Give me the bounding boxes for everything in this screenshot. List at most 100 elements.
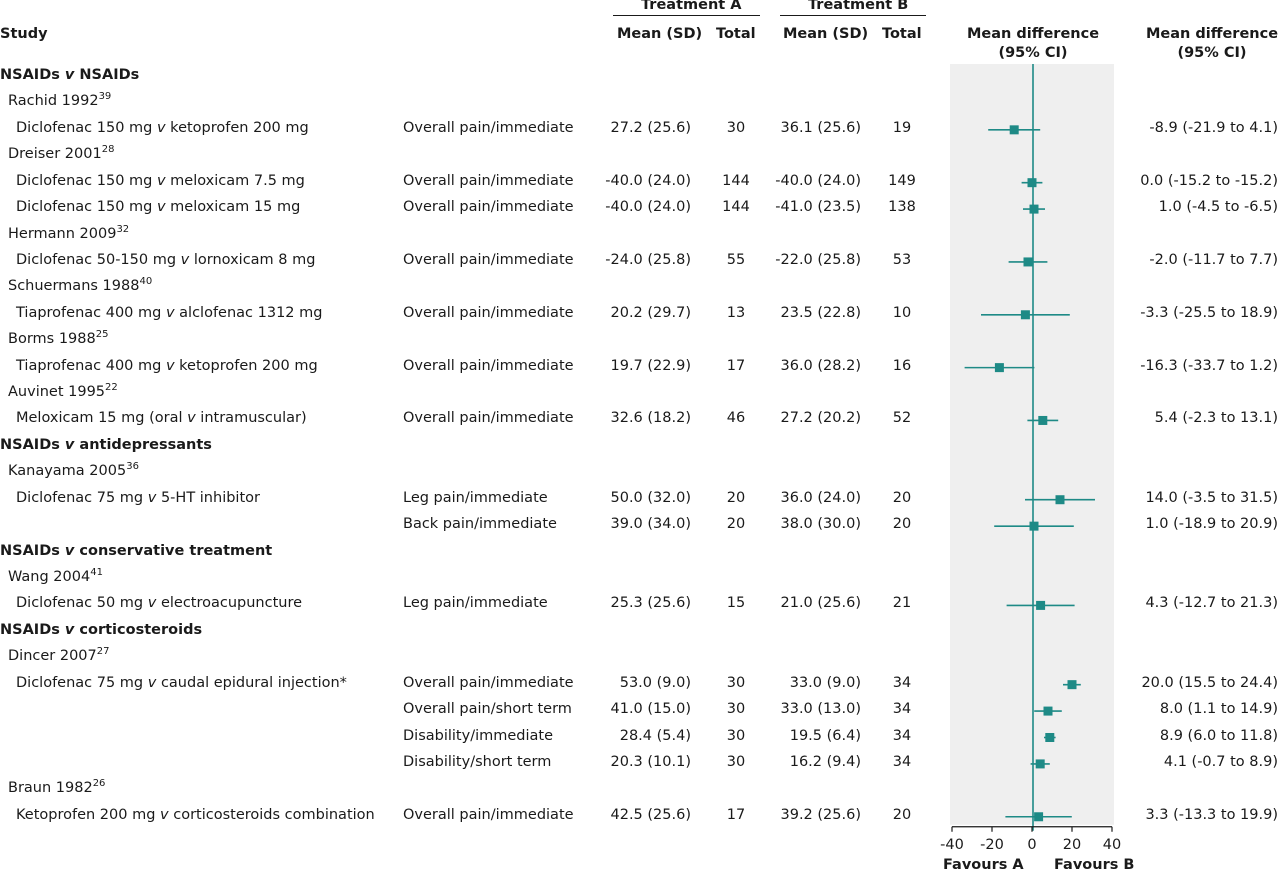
treatment-b-mean: 39.2 (25.6) [780, 806, 862, 823]
comparison-label: Tiaprofenac 400 mg v alclofenac 1312 mg [16, 304, 323, 321]
study-name: Kanayama 200536 [8, 461, 139, 480]
treatment-a-total: 17 [726, 357, 746, 374]
mean-difference-ci: 8.9 (6.0 to 11.8) [1159, 727, 1278, 744]
treatment-a-total: 13 [726, 304, 746, 321]
point-estimate [1038, 415, 1048, 425]
mean-difference-ci: 0.0 (-15.2 to -15.2) [1140, 172, 1278, 189]
treatment-b-total: 34 [892, 727, 912, 744]
comparison-label: Diclofenac 75 mg v 5-HT inhibitor [16, 489, 260, 506]
study-name: Braun 198226 [8, 778, 106, 797]
treatment-b-total: 53 [892, 251, 912, 268]
treatment-a-total: 17 [726, 806, 746, 823]
treatment-b-total-header: Total [882, 26, 922, 42]
study-name: Rachid 199239 [8, 91, 112, 110]
treatment-b-mean: 33.0 (13.0) [780, 701, 862, 718]
point-estimate [1067, 680, 1077, 690]
treatment-b-total: 149 [888, 172, 916, 189]
outcome-label: Overall pain/immediate [403, 410, 574, 427]
treatment-b-mean: 33.0 (9.0) [789, 674, 861, 691]
treatment-a-total: 55 [726, 251, 746, 268]
comparison-label: Diclofenac 150 mg v meloxicam 15 mg [16, 199, 301, 216]
comparison-label: Diclofenac 75 mg v caudal epidural injec… [16, 674, 347, 691]
treatment-a-mean: 50.0 (32.0) [610, 489, 692, 506]
treatment-b-mean: -40.0 (24.0) [775, 172, 861, 189]
x-tick-label: 20 [1063, 837, 1081, 853]
treatment-a-underline [613, 15, 760, 16]
comparison-label: Tiaprofenac 400 mg v ketoprofen 200 mg [16, 357, 318, 374]
treatment-a-mean: 42.5 (25.6) [610, 806, 692, 823]
treatment-b-total: 10 [892, 304, 912, 321]
mean-difference-ci: 1.0 (-4.5 to -6.5) [1158, 199, 1278, 216]
point-estimate [1023, 257, 1033, 267]
mean-difference-ci: 4.3 (-12.7 to 21.3) [1145, 595, 1278, 612]
treatment-a-mean: 25.3 (25.6) [610, 595, 692, 612]
comparison-label: Meloxicam 15 mg (oral v intramuscular) [16, 410, 307, 427]
treatment-b-mean: 36.0 (24.0) [780, 489, 862, 506]
treatment-a-mean: 32.6 (18.2) [610, 410, 692, 427]
group-heading: NSAIDs v antidepressants [0, 436, 212, 453]
treatment-b-header: Treatment B [808, 0, 909, 13]
treatment-b-mean: 36.0 (28.2) [780, 357, 862, 374]
outcome-label: Disability/immediate [403, 727, 553, 744]
treatment-a-mean: 20.2 (29.7) [610, 304, 692, 321]
treatment-a-total: 30 [726, 674, 746, 691]
treatment-b-mean: 16.2 (9.4) [789, 753, 861, 770]
mean-difference-ci: 20.0 (15.5 to 24.4) [1141, 674, 1278, 691]
x-tick-label: -20 [980, 837, 1004, 853]
comparison-label: Diclofenac 150 mg v meloxicam 7.5 mg [16, 172, 305, 189]
treatment-a-mean: -24.0 (25.8) [605, 251, 691, 268]
point-estimate [1020, 310, 1030, 320]
treatment-b-total: 34 [892, 701, 912, 718]
mean-difference-ci: -2.0 (-11.7 to 7.7) [1149, 251, 1278, 268]
x-tick-label: 40 [1103, 837, 1121, 853]
favours-a-label: Favours A [943, 857, 1024, 873]
treatment-a-total: 144 [722, 172, 750, 189]
point-estimate [1043, 706, 1053, 716]
treatment-b-total: 138 [888, 199, 916, 216]
outcome-label: Overall pain/immediate [403, 357, 574, 374]
mean-difference-ci: 3.3 (-13.3 to 19.9) [1145, 806, 1278, 823]
treatment-a-mean: 41.0 (15.0) [610, 701, 692, 718]
group-heading: NSAIDs v corticosteroids [0, 621, 203, 638]
treatment-b-mean: -22.0 (25.8) [775, 251, 861, 268]
treatment-a-total-header: Total [716, 26, 756, 42]
treatment-b-total: 20 [892, 489, 912, 506]
mean-difference-ci: -8.9 (-21.9 to 4.1) [1149, 119, 1278, 136]
treatment-b-total: 34 [892, 753, 912, 770]
treatment-b-mean: 38.0 (30.0) [780, 516, 862, 533]
outcome-label: Overall pain/immediate [403, 119, 574, 136]
point-estimate [1009, 125, 1019, 135]
study-name: Borms 198825 [8, 329, 109, 348]
point-estimate [1045, 733, 1055, 742]
point-estimate [1027, 178, 1037, 188]
treatment-a-mean: 19.7 (22.9) [610, 357, 692, 374]
plot-background [950, 64, 1114, 825]
treatment-a-total: 20 [726, 516, 746, 533]
point-estimate [1029, 204, 1039, 214]
plot-md-header-line2: (95% CI) [998, 45, 1068, 61]
point-estimate [1035, 759, 1045, 769]
mean-difference-ci: 14.0 (-3.5 to 31.5) [1145, 489, 1278, 506]
treatment-b-total: 52 [892, 410, 912, 427]
point-estimate [1055, 495, 1065, 505]
study-name: Schuermans 198840 [8, 276, 153, 295]
point-estimate [1029, 521, 1039, 531]
treatment-a-mean: 39.0 (34.0) [610, 516, 692, 533]
outcome-label: Overall pain/short term [403, 701, 572, 718]
md-column-header-line1: Mean difference [1145, 26, 1279, 42]
outcome-label: Overall pain/immediate [403, 172, 574, 189]
mean-difference-ci: -16.3 (-33.7 to 1.2) [1140, 357, 1278, 374]
treatment-a-mean: 28.4 (5.4) [619, 727, 691, 744]
treatment-b-underline [780, 15, 926, 16]
treatment-a-total: 144 [722, 199, 750, 216]
mean-difference-ci: 8.0 (1.1 to 14.9) [1159, 701, 1278, 718]
treatment-a-mean: 27.2 (25.6) [610, 119, 692, 136]
treatment-a-total: 30 [726, 727, 746, 744]
treatment-b-mean: 21.0 (25.6) [780, 595, 862, 612]
treatment-b-total: 21 [892, 595, 912, 612]
comparison-label: Ketoprofen 200 mg v corticosteroids comb… [16, 806, 375, 823]
treatment-a-header: Treatment A [641, 0, 742, 13]
outcome-label: Leg pain/immediate [403, 489, 548, 506]
treatment-a-total: 46 [726, 410, 746, 427]
